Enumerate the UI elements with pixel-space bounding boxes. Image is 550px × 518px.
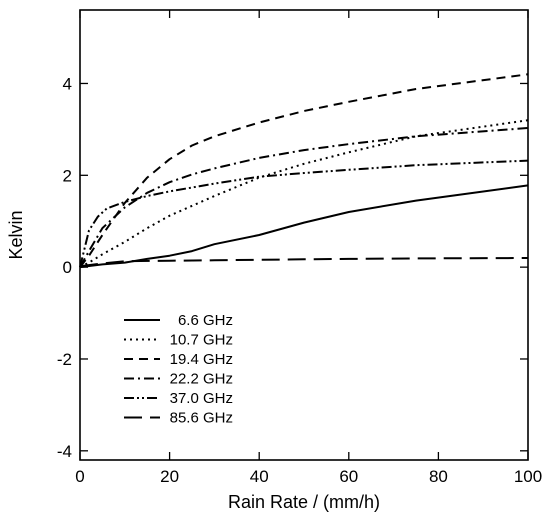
x-tick-label: 100 <box>514 467 542 486</box>
x-tick-label: 80 <box>429 467 448 486</box>
x-tick-label: 40 <box>250 467 269 486</box>
legend: 6.6 GHz 10.7 GHz 19.4 GHz 22.2 GHz 37.0 GHz 8… <box>124 312 233 427</box>
series-line-22-2-ghz <box>79 127 529 268</box>
y-tick-label: 4 <box>63 74 72 93</box>
legend-label: 6.6 GHz <box>178 312 233 329</box>
series-line-85-6-ghz <box>79 257 529 268</box>
series-lines <box>79 73 529 269</box>
x-axis-label: Rain Rate / (mm/h) <box>228 492 380 512</box>
x-tick-label: 0 <box>75 467 84 486</box>
legend-label: 19.4 GHz <box>170 351 233 368</box>
x-tick-label: 60 <box>339 467 358 486</box>
y-tick-label: 0 <box>63 258 72 277</box>
series-line-19-4-ghz <box>79 73 529 268</box>
x-tick-label: 20 <box>160 467 179 486</box>
series-line-10-7-ghz <box>79 119 529 268</box>
series-line-6-6-ghz <box>79 184 529 269</box>
y-tick-label: 2 <box>63 166 72 185</box>
y-tick-label: -4 <box>57 442 72 461</box>
plot-frame <box>79 9 529 461</box>
legend-label: 10.7 GHz <box>170 332 233 349</box>
legend-label: 22.2 GHz <box>170 371 233 388</box>
legend-label: 85.6 GHz <box>170 410 233 427</box>
y-axis-label: Kelvin <box>6 210 26 259</box>
axis-ticks: 0 20 40 60 80 100 -4 -2 0 2 4 <box>57 10 542 486</box>
y-tick-label: -2 <box>57 350 72 369</box>
legend-label: 37.0 GHz <box>170 390 233 407</box>
series-line-37-0-ghz <box>79 159 529 268</box>
